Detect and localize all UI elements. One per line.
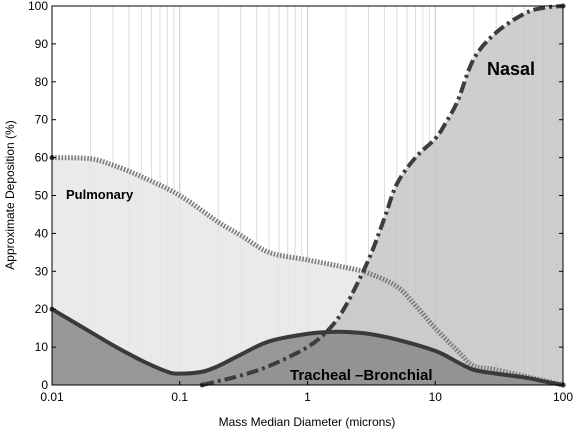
- axis-ticks: 0.01 0.1 1 10 100 0 10 20 30 40 50 60 70 80 90 100: [28, 0, 573, 404]
- x-tick-label: 1: [304, 390, 311, 404]
- series-areas: [52, 6, 563, 385]
- y-tick-label: 80: [35, 75, 49, 89]
- x-tick-label: 0.1: [171, 390, 188, 404]
- y-tick-label: 90: [35, 37, 49, 51]
- y-tick-label: 50: [35, 189, 49, 203]
- y-axis-label: Approximate Deposition (%): [3, 120, 17, 269]
- line-nasal: [201, 4, 564, 387]
- y-tick-label: 70: [35, 113, 49, 127]
- y-tick-label: 30: [35, 264, 49, 278]
- series-label-nasal: Nasal: [487, 59, 535, 79]
- x-axis-label: Mass Median Diameter (microns): [219, 415, 396, 429]
- line-pulmonary: [51, 155, 564, 388]
- y-tick-label: 0: [41, 378, 48, 392]
- y-tick-label: 40: [35, 226, 49, 240]
- series-lines: [49, 3, 566, 388]
- y-tick-label: 60: [35, 151, 49, 165]
- series-label-tracheal-bronchial: Tracheal –Bronchial: [290, 367, 433, 384]
- line-tracheal-bronchial: [50, 307, 564, 387]
- x-tick-label: 10: [429, 390, 443, 404]
- y-tick-label: 20: [35, 302, 49, 316]
- series-label-pulmonary: Pulmonary: [66, 187, 134, 202]
- y-tick-label: 10: [35, 340, 49, 354]
- area-nasal: [202, 6, 563, 385]
- x-tick-label: 0.01: [40, 390, 64, 404]
- area-tracheal-bronchial: [52, 309, 563, 385]
- y-tick-label: 100: [28, 0, 48, 13]
- x-tick-label: 100: [553, 390, 573, 404]
